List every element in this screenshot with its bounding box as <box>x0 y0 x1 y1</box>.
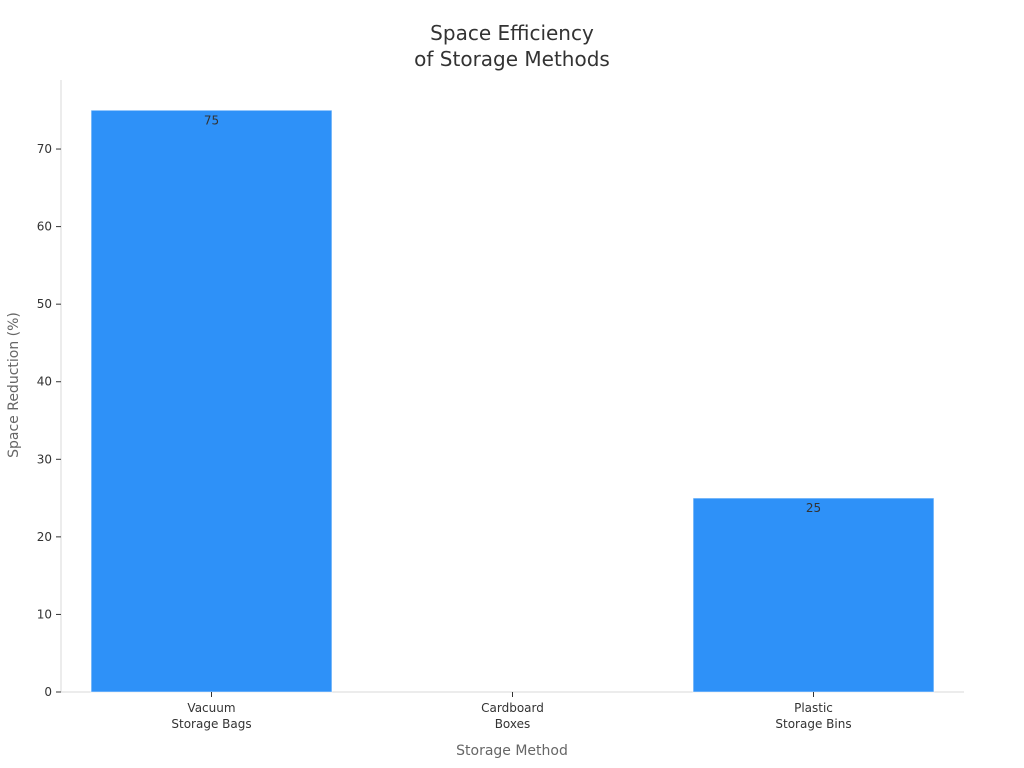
y-tick-label: 50 <box>37 297 52 311</box>
bar-data-label: 25 <box>806 501 821 515</box>
y-tick-label: 60 <box>37 220 52 234</box>
y-tick-label: 0 <box>44 685 52 699</box>
x-tick-label: Plastic <box>794 701 833 715</box>
y-tick-label: 10 <box>37 607 52 621</box>
x-tick-label: Boxes <box>495 717 531 731</box>
chart-title-line-2: of Storage Methods <box>414 47 610 71</box>
x-tick-label: Vacuum <box>187 701 235 715</box>
chart-title-line-1: Space Efficiency <box>430 21 594 45</box>
plot-area: 0 10 20 30 40 50 60 70 75 Vacuum Storage Bags Cardb… <box>37 80 964 731</box>
y-tick-label: 70 <box>37 142 52 156</box>
x-tick-label: Storage Bags <box>171 717 251 731</box>
bar <box>90 109 333 693</box>
x-tick-label: Storage Bins <box>775 717 851 731</box>
x-tick-label: Cardboard <box>481 701 544 715</box>
bar-data-label: 75 <box>204 113 219 127</box>
y-tick-label: 40 <box>37 375 52 389</box>
y-axis-title: Space Reduction (%) <box>6 312 22 458</box>
x-axis-title: Storage Method <box>456 743 568 759</box>
bar <box>692 497 935 693</box>
y-tick-label: 20 <box>37 530 52 544</box>
y-tick-label: 30 <box>37 452 52 466</box>
